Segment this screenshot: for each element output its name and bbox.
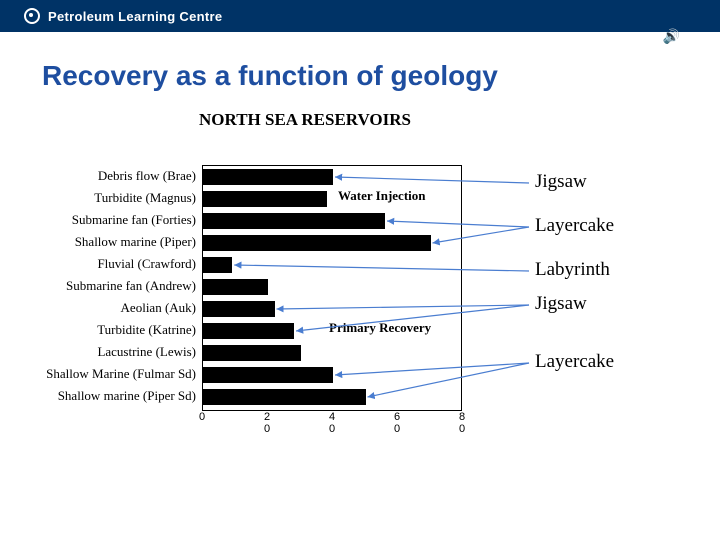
bar-row xyxy=(203,364,461,386)
bar xyxy=(203,367,333,383)
chart-inset-label: Water Injection xyxy=(338,188,426,204)
bar xyxy=(203,323,294,339)
x-axis-tick: 60 xyxy=(394,411,400,435)
y-axis-labels: Debris flow (Brae)Turbidite (Magnus)Subm… xyxy=(0,165,200,407)
y-axis-label: Shallow marine (Piper) xyxy=(0,231,200,253)
geology-annotation: Jigsaw xyxy=(535,171,587,193)
geology-annotation: Layercake xyxy=(535,351,614,373)
bar xyxy=(203,169,333,185)
bar xyxy=(203,191,327,207)
y-axis-label: Aeolian (Auk) xyxy=(0,297,200,319)
y-axis-label: Turbidite (Katrine) xyxy=(0,319,200,341)
brand-name: Petroleum Learning Centre xyxy=(48,9,222,24)
bar-row xyxy=(203,232,461,254)
bar xyxy=(203,279,268,295)
y-axis-label: Submarine fan (Andrew) xyxy=(0,275,200,297)
bar-row xyxy=(203,342,461,364)
bar-row xyxy=(203,298,461,320)
y-axis-label: Shallow marine (Piper Sd) xyxy=(0,385,200,407)
bar xyxy=(203,301,275,317)
y-axis-label: Shallow Marine (Fulmar Sd) xyxy=(0,363,200,385)
y-axis-label: Lacustrine (Lewis) xyxy=(0,341,200,363)
x-axis-tick: 20 xyxy=(264,411,270,435)
bar xyxy=(203,213,385,229)
bar xyxy=(203,389,366,405)
y-axis-label: Turbidite (Magnus) xyxy=(0,187,200,209)
x-axis-tick: 40 xyxy=(329,411,335,435)
bar xyxy=(203,345,301,361)
bar-row xyxy=(203,210,461,232)
y-axis-label: Fluvial (Crawford) xyxy=(0,253,200,275)
bar-row xyxy=(203,166,461,188)
geology-annotation: Layercake xyxy=(535,215,614,237)
chart-title: NORTH SEA RESERVOIRS xyxy=(0,110,720,130)
geology-annotation: Labyrinth xyxy=(535,259,610,281)
bar-row xyxy=(203,386,461,408)
speaker-icon: 🔊 xyxy=(663,28,680,45)
x-axis-tick: 80 xyxy=(459,411,465,435)
bar-row xyxy=(203,276,461,298)
brand-logo-icon xyxy=(24,8,40,24)
x-axis: 0 20 40 60 80 xyxy=(202,411,462,451)
bar xyxy=(203,235,431,251)
bar-row xyxy=(203,254,461,276)
geology-annotation: Jigsaw xyxy=(535,293,587,315)
app-header: Petroleum Learning Centre xyxy=(0,0,720,32)
page-title: Recovery as a function of geology xyxy=(42,60,720,92)
bar xyxy=(203,257,232,273)
plot-area: Water Injection Primary Recovery xyxy=(202,165,462,411)
x-axis-tick: 0 xyxy=(199,411,205,423)
chart-inset-label: Primary Recovery xyxy=(329,320,431,336)
y-axis-label: Debris flow (Brae) xyxy=(0,165,200,187)
y-axis-label: Submarine fan (Forties) xyxy=(0,209,200,231)
